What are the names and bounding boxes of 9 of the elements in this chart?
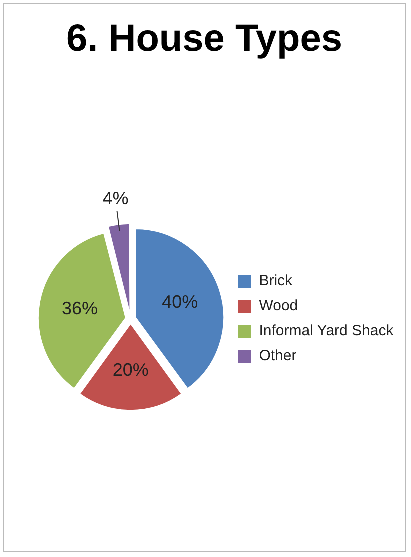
data-label: 20% bbox=[112, 360, 149, 380]
legend-label: Brick bbox=[259, 272, 294, 290]
legend-label: Wood bbox=[259, 298, 298, 315]
data-label: 40% bbox=[162, 292, 198, 312]
data-label: 4% bbox=[102, 188, 129, 209]
legend-label: Informal Yard Shack bbox=[259, 322, 394, 340]
legend-label: Other bbox=[259, 348, 297, 365]
chart-title: 6. House Types bbox=[66, 18, 344, 61]
data-label: 36% bbox=[62, 298, 98, 318]
